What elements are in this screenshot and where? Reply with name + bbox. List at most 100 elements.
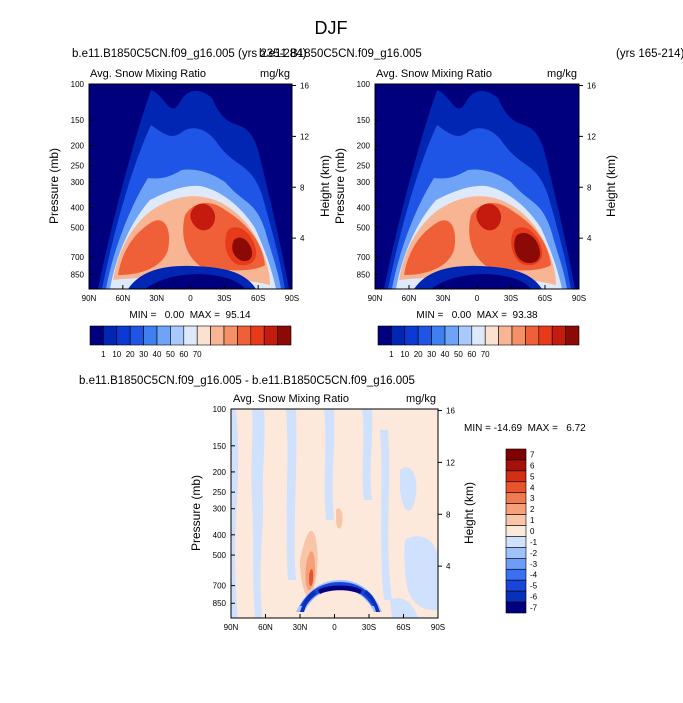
- panel-3-field: [231, 409, 438, 618]
- colorbar-box: [505, 492, 527, 504]
- colorbar-box: [505, 536, 527, 548]
- y-right-tick-label: 8: [446, 510, 451, 519]
- panel-3-subtitle-right: mg/kg: [406, 393, 436, 405]
- y-tick-label: 250: [213, 488, 227, 497]
- colorbar-label: 20: [414, 350, 423, 359]
- colorbar-box: [505, 547, 527, 559]
- x-tick-label: 60N: [402, 294, 417, 303]
- colorbar-box: [170, 325, 185, 346]
- y-right-tick-label: 16: [587, 82, 596, 91]
- colorbar-box: [505, 514, 527, 526]
- colorbar-box: [505, 448, 527, 461]
- panel-3-negative-patch-7: [400, 467, 417, 511]
- panel-2-axes: 90N 60N 30N 0 30S 60S 90S 100 150 200 250 300 400 500…: [357, 80, 597, 303]
- panel-2-contour-level-8: [476, 203, 502, 231]
- panel-2: b.e11.B1850C5CN.f09_g16.005 (yrs 165-214…: [259, 48, 683, 359]
- colorbar-box: [565, 325, 580, 346]
- panel-1-axes: 90N 60N 30N 0 30S 60S 90S 100 150 200 250 300 400 500…: [71, 80, 310, 303]
- panel-1-stats: MIN = 0.00 MAX = 95.14: [129, 310, 251, 321]
- colorbar-label: 3: [530, 494, 535, 503]
- y-tick-label: 250: [357, 162, 371, 171]
- y-tick-label: 150: [213, 442, 227, 451]
- colorbar-label: 2: [530, 505, 535, 514]
- panel-2-title-left: b.e11.B1850C5CN.f09_g16.005: [259, 48, 422, 60]
- colorbar-box: [505, 503, 527, 515]
- colorbar-box: [525, 325, 540, 346]
- y-tick-label: 700: [213, 582, 227, 591]
- y-tick-label: 100: [357, 80, 371, 89]
- panel-1-y-label-right: Height (km): [318, 155, 332, 217]
- colorbar-box: [505, 481, 527, 494]
- colorbar-box: [196, 325, 211, 346]
- colorbar-box: [263, 325, 278, 346]
- y-tick-label: 300: [71, 178, 85, 187]
- y-tick-label: 100: [213, 405, 227, 414]
- panel-1-contour-level-6: [118, 220, 170, 275]
- panel-3-low-level-core: [318, 585, 362, 594]
- colorbar-box: [505, 568, 527, 581]
- colorbar-label: 1: [530, 516, 535, 525]
- x-tick-label: 90N: [368, 294, 383, 303]
- colorbar-label: 1: [389, 350, 394, 359]
- y-tick-label: 150: [357, 116, 371, 125]
- colorbar-box: [551, 325, 566, 346]
- y-right-tick-label: 8: [300, 183, 305, 192]
- y-tick-label: 150: [71, 116, 85, 125]
- colorbar-box: [377, 325, 392, 346]
- panel-2-title-right: (yrs 165-214): [616, 48, 683, 60]
- y-right-tick-label: 8: [587, 183, 592, 192]
- colorbar-label: 30: [139, 350, 148, 359]
- panel-2-subtitle-left: Avg. Snow Mixing Ratio: [376, 68, 492, 80]
- colorbar-label: -6: [530, 593, 538, 602]
- panel-1-field: [89, 84, 292, 289]
- y-tick-label: 400: [213, 531, 227, 540]
- colorbar-box: [103, 325, 118, 346]
- colorbar-box: [505, 579, 527, 592]
- y-tick-label: 400: [71, 203, 85, 212]
- x-tick-label: 90S: [285, 294, 299, 303]
- y-tick-label: 850: [71, 271, 85, 280]
- panel-3-negative-patch-9: [390, 598, 418, 618]
- panel-3-axes: 90N 60N 30N 0 30S 60S 90S 100 150 200 250 300 400 500…: [213, 405, 456, 632]
- colorbar-box: [444, 325, 459, 346]
- colorbar-box: [505, 459, 527, 472]
- panel-2-subtitle-right: mg/kg: [547, 68, 577, 80]
- colorbar-box: [538, 325, 553, 346]
- colorbar-label: 50: [454, 350, 463, 359]
- y-tick-label: 300: [357, 178, 371, 187]
- panel-3-stats: MIN = -14.69 MAX = 6.72: [464, 423, 586, 434]
- panel-3-positive-patch-2: [336, 508, 343, 529]
- colorbar-box: [156, 325, 171, 346]
- colorbar-label: 60: [467, 350, 476, 359]
- panel-2-contour-level-10: [514, 232, 541, 264]
- y-tick-label: 700: [357, 253, 371, 262]
- panel-1-contour-level-10: [232, 237, 253, 262]
- colorbar-label: 7: [530, 450, 535, 459]
- x-tick-label: 60S: [396, 623, 410, 632]
- y-tick-label: 250: [71, 162, 85, 171]
- x-tick-label: 60S: [251, 294, 265, 303]
- panel-3-negative-patch-2: [251, 409, 265, 618]
- colorbar-box: [391, 325, 406, 346]
- panel-3-title: b.e11.B1850C5CN.f09_g16.005 - b.e11.B185…: [79, 375, 415, 387]
- colorbar-label: 4: [530, 483, 535, 492]
- colorbar-box: [89, 325, 104, 346]
- colorbar-label: 10: [112, 350, 121, 359]
- x-tick-label: 60N: [115, 294, 130, 303]
- colorbar-box: [237, 325, 252, 346]
- panel-3-y-label-right: Height (km): [462, 482, 476, 544]
- x-tick-label: 60S: [538, 294, 552, 303]
- x-tick-label: 30S: [362, 623, 376, 632]
- y-tick-label: 200: [213, 468, 227, 477]
- colorbar-box: [143, 325, 158, 346]
- x-tick-label: 30S: [504, 294, 518, 303]
- colorbar-label: 20: [126, 350, 135, 359]
- colorbar-box: [505, 470, 527, 483]
- panel-1-colorbar: 1 10 20 30 40 50 60 70: [89, 325, 292, 359]
- colorbar-box: [116, 325, 131, 346]
- colorbar-label: -3: [530, 560, 538, 569]
- y-tick-label: 100: [71, 80, 85, 89]
- colorbar-box: [417, 325, 432, 346]
- y-tick-label: 850: [357, 271, 371, 280]
- x-tick-label: 0: [475, 294, 480, 303]
